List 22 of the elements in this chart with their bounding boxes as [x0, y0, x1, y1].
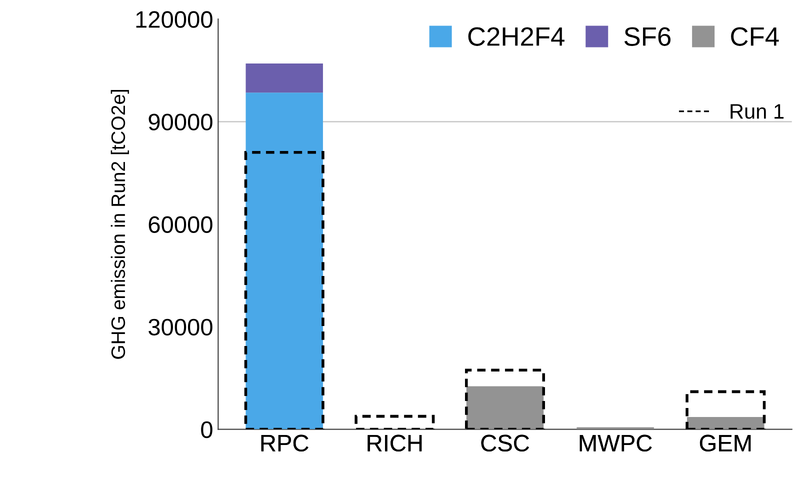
y-tick-label: 0 [201, 421, 212, 438]
legend-label: Run 1 [730, 104, 784, 119]
y-tick-label: 120000 [136, 11, 212, 28]
legend-label: CF4 [731, 27, 779, 46]
y-axis-title: GHG emission in Run2 [tCO2e] [110, 90, 129, 359]
y-tick-label: 90000 [148, 114, 212, 130]
x-tick-label: GEM [700, 434, 751, 452]
bar [246, 92, 323, 430]
bar [246, 64, 323, 93]
bar [687, 416, 764, 430]
bar [686, 390, 766, 430]
bar [464, 368, 546, 430]
y-tick-label: 60000 [148, 216, 212, 233]
x-tick-label: CSC [481, 434, 530, 452]
x-tick-label: RPC [261, 434, 308, 452]
legend-label: SF6 [624, 27, 670, 46]
x-tick-label: RICH [368, 434, 422, 452]
legend-label: C2H2F4 [468, 27, 564, 46]
bar [466, 386, 544, 430]
x-tick-label: MWPC [580, 434, 652, 452]
y-tick-label: 30000 [148, 318, 212, 336]
bar [354, 414, 435, 430]
